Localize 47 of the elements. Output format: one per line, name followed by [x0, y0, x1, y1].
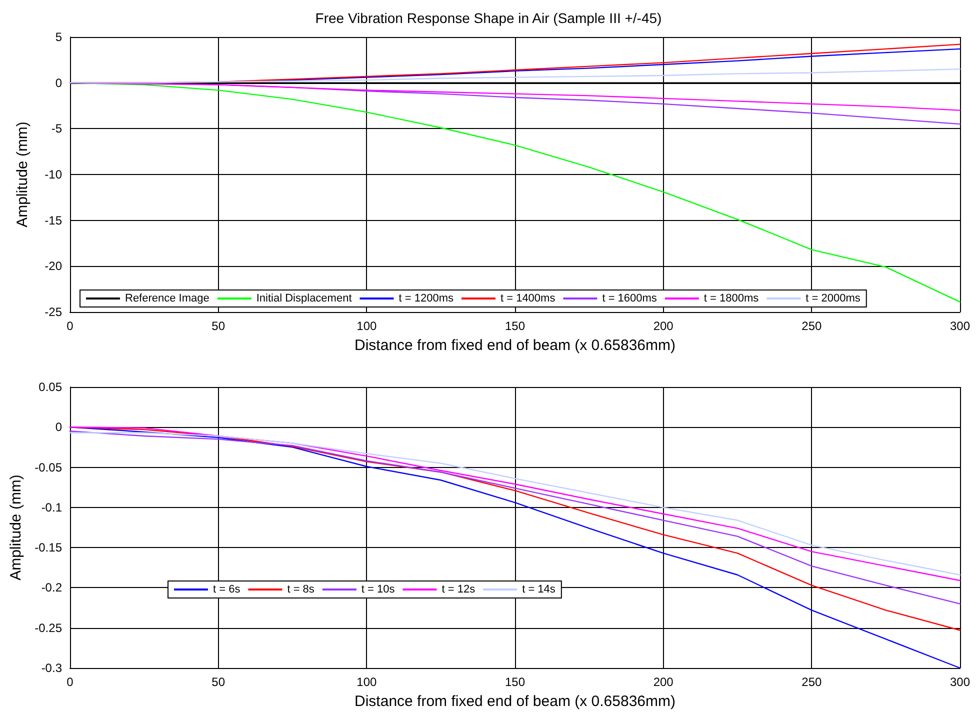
legend-label: t = 2000ms — [806, 292, 861, 304]
y-axis-title: Amplitude (mm) — [8, 474, 25, 580]
legend-label: t = 14s — [522, 584, 556, 596]
x-tick-label: 300 — [950, 675, 970, 689]
x-tick-label: 50 — [212, 675, 226, 689]
x-tick-label: 0 — [66, 319, 74, 333]
y-tick-label: 0.05 — [38, 380, 62, 394]
y-tick-label: -0.3 — [41, 661, 62, 675]
legend-label: Initial Displacement — [256, 292, 352, 304]
y-tick-label: -15 — [44, 213, 62, 228]
legend-label: t = 8s — [287, 584, 315, 596]
legend-label: t = 1200ms — [398, 292, 454, 304]
y-tick-label: -0.25 — [34, 620, 62, 635]
y-tick-label: -5 — [51, 122, 62, 136]
y-tick-label: -10 — [44, 168, 62, 182]
x-tick-label: 150 — [504, 675, 526, 689]
legend-label: t = 10s — [361, 584, 396, 596]
x-tick-label: 200 — [653, 675, 674, 689]
y-tick-label: -0.2 — [41, 580, 62, 595]
x-tick-label: 100 — [356, 319, 377, 333]
x-tick-label: 250 — [802, 675, 822, 689]
y-tick-label: -0.05 — [34, 460, 62, 474]
legend-label: t = 1800ms — [704, 292, 760, 304]
y-tick-label: 0 — [55, 76, 62, 90]
y-tick-label: -25 — [44, 305, 62, 319]
x-tick-label: 100 — [356, 675, 377, 689]
legend-label: t = 6s — [213, 584, 241, 596]
legend-label: t = 1600ms — [602, 292, 658, 304]
x-tick-label: 150 — [504, 319, 526, 333]
y-axis-title: Amplitude (mm) — [14, 122, 31, 228]
x-tick-label: 300 — [950, 319, 970, 333]
x-axis-title: Distance from fixed end of beam (x 0.65836mm) — [354, 337, 676, 354]
x-tick-label: 0 — [66, 675, 74, 689]
x-axis-title: Distance from fixed end of beam (x 0.65836mm) — [354, 693, 676, 710]
line-series — [69, 68, 961, 84]
x-tick-label: 250 — [802, 319, 822, 333]
y-tick-label: 0 — [55, 420, 62, 434]
chart-title: Free Vibration Response Shape in Air (Sample III +/-45) — [315, 10, 662, 26]
legend-label: t = 1400ms — [500, 292, 556, 304]
y-tick-label: -0.15 — [34, 540, 62, 555]
legend-label: t = 12s — [442, 584, 476, 596]
legend-label: Reference Image — [125, 292, 210, 304]
y-tick-label: -0.1 — [41, 500, 62, 514]
x-tick-label: 200 — [653, 319, 674, 333]
x-tick-label: 50 — [212, 319, 226, 333]
y-tick-label: 5 — [55, 30, 62, 44]
y-tick-label: -20 — [44, 259, 62, 274]
